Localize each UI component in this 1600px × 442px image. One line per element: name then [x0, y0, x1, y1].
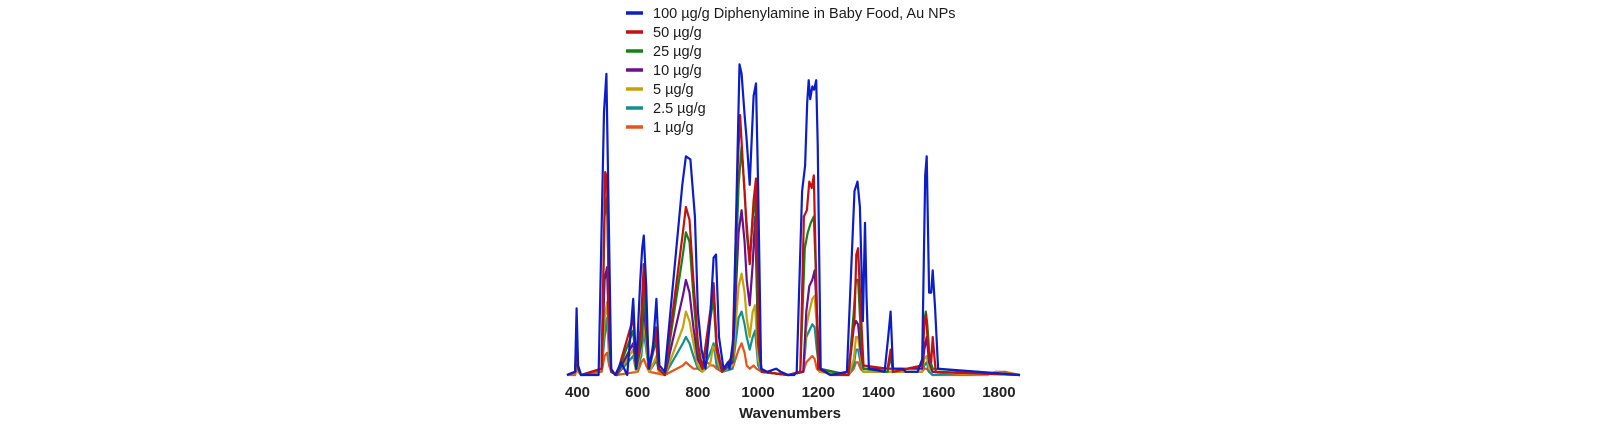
legend-label: 50 µg/g	[653, 25, 702, 41]
series-line-0	[566, 63, 1021, 377]
plot-area	[566, 63, 1021, 377]
legend: 100 µg/g Diphenylamine in Baby Food, Au …	[626, 6, 956, 136]
x-tick-label: 1800	[982, 384, 1015, 401]
x-tick-label: 600	[625, 384, 650, 401]
legend-label: 10 µg/g	[653, 63, 702, 79]
x-tick-label: 1000	[741, 384, 774, 401]
x-tick-label: 800	[685, 384, 710, 401]
x-tick-label: 400	[565, 384, 590, 401]
x-tick-label: 1400	[862, 384, 895, 401]
x-tick-label: 1200	[802, 384, 835, 401]
legend-label: 100 µg/g Diphenylamine in Baby Food, Au …	[653, 6, 956, 22]
x-axis: 400 600 800 1000 1200 1400 1600 1800	[565, 384, 1016, 401]
x-tick-label: 1600	[922, 384, 955, 401]
x-axis-title: Wavenumbers	[739, 405, 841, 422]
legend-label: 1 µg/g	[653, 120, 694, 136]
legend-label: 25 µg/g	[653, 44, 702, 60]
legend-label: 5 µg/g	[653, 82, 694, 98]
legend-label: 2.5 µg/g	[653, 101, 706, 117]
